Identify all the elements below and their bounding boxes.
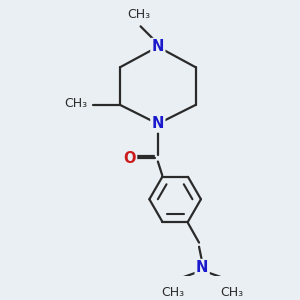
Text: N: N	[152, 116, 164, 131]
Text: CH₃: CH₃	[161, 286, 184, 299]
Text: N: N	[152, 39, 164, 54]
Text: CH₃: CH₃	[220, 286, 244, 299]
Text: CH₃: CH₃	[64, 97, 87, 110]
Text: CH₃: CH₃	[128, 8, 151, 21]
Text: N: N	[196, 260, 208, 275]
Text: O: O	[123, 151, 136, 166]
